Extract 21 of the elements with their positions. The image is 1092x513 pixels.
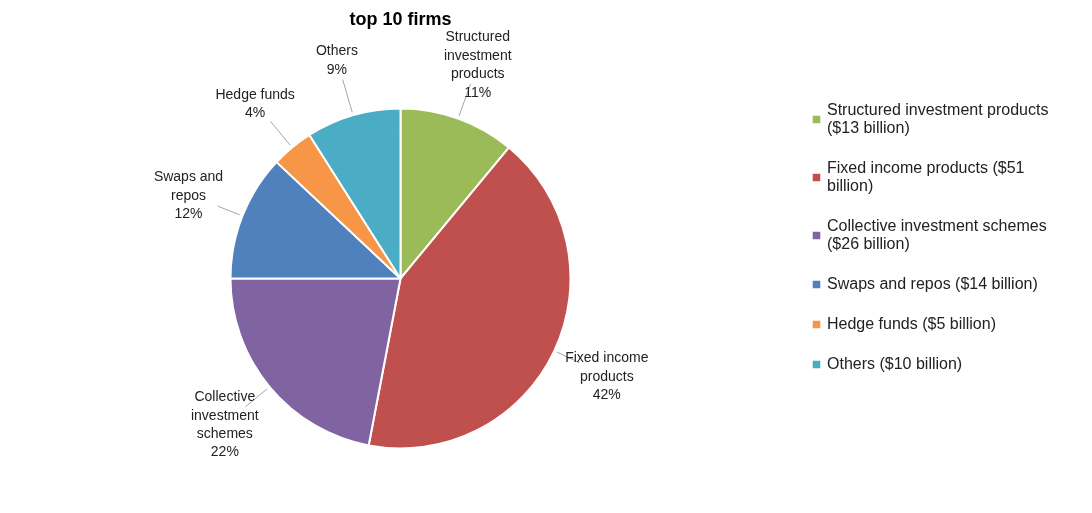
- text: Swaps and repos ($14 billion): [827, 275, 1038, 293]
- slice-label: Others: [315, 42, 358, 59]
- text: Fixed income products ($51 billion): [827, 159, 1025, 195]
- data-label: 42%: [592, 385, 621, 402]
- slice-label: Collective investment schemes: [190, 388, 259, 442]
- data-label: 12%: [174, 204, 203, 221]
- data-label: 22%: [210, 443, 239, 460]
- text: ($13 billion): [827, 119, 910, 136]
- slice-label: Hedge funds: [215, 85, 295, 102]
- data-label: 9%: [326, 60, 348, 77]
- text: Hedge funds ($5 billion): [827, 315, 996, 333]
- data-label: 4%: [245, 104, 266, 121]
- legend-label: Collective investment schemes: [827, 217, 1047, 234]
- chart-title: top 10 firms: [349, 8, 452, 29]
- slice-label: Fixed income products: [565, 349, 649, 384]
- text: ($26 billion): [827, 235, 910, 252]
- data-label: 11%: [464, 83, 492, 100]
- text: Others ($10 billion): [827, 355, 963, 373]
- slice-label: Structured investment products: [443, 28, 512, 82]
- slice-label: Swaps and repos: [153, 168, 224, 203]
- legend-label: Structured investment products: [827, 101, 1049, 118]
